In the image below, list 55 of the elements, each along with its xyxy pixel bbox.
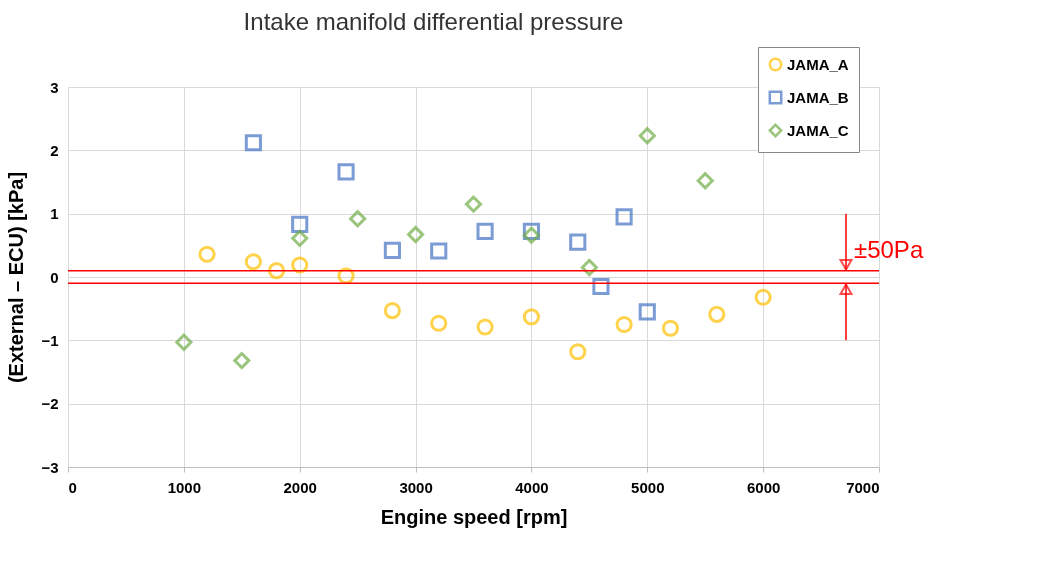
point	[337, 163, 355, 181]
x-tick-label: 1000	[167, 478, 202, 496]
point	[430, 314, 448, 332]
point	[291, 229, 309, 247]
point	[291, 215, 309, 233]
point	[592, 277, 610, 296]
y-tick-label: 2	[50, 141, 59, 159]
point	[383, 241, 401, 259]
point	[383, 302, 401, 320]
x-tick-label: 0	[68, 478, 77, 496]
y-tick-label: −1	[41, 331, 59, 349]
x-tick-label: 7000	[846, 478, 880, 496]
point	[349, 210, 367, 228]
y-tick-label: 3	[50, 78, 59, 96]
point	[244, 134, 262, 152]
annotation: ±50Pa	[854, 235, 924, 263]
x-tick-label: 3000	[399, 478, 433, 496]
point	[175, 333, 193, 351]
point	[696, 172, 714, 190]
point	[638, 303, 656, 321]
point	[464, 195, 483, 213]
point	[580, 258, 598, 277]
x-tick-label: 5000	[631, 478, 665, 496]
legend-label: JAMA_C	[787, 121, 849, 139]
y-tick-label: 1	[50, 205, 59, 223]
y-tick-label: −2	[41, 395, 59, 413]
point	[198, 245, 216, 263]
chart-title: Intake manifold differential pressure	[243, 7, 624, 35]
point	[291, 256, 309, 274]
x-tick-label: 4000	[515, 478, 549, 496]
point	[476, 318, 494, 336]
point	[476, 222, 494, 240]
point	[615, 208, 633, 226]
point	[754, 288, 772, 306]
x-tick-label: 6000	[746, 478, 781, 496]
point	[337, 267, 355, 285]
point	[638, 127, 656, 145]
point	[661, 319, 680, 337]
x-axis-title: Engine speed [rpm]	[380, 505, 568, 528]
point	[569, 343, 587, 361]
point	[233, 352, 251, 370]
point	[708, 305, 726, 323]
point	[615, 315, 633, 334]
point	[522, 226, 540, 244]
point	[522, 308, 540, 326]
legend-label: JAMA_B	[787, 88, 849, 106]
y-tick-label: 0	[50, 268, 59, 286]
point	[244, 253, 262, 271]
y-axis-title: (External – ECU) [kPa]	[5, 171, 28, 384]
legend-label: JAMA_A	[787, 55, 849, 73]
point	[407, 226, 425, 244]
point	[569, 233, 587, 251]
y-tick-label: −3	[41, 458, 59, 476]
x-tick-label: 2000	[283, 478, 317, 496]
point	[430, 242, 448, 260]
